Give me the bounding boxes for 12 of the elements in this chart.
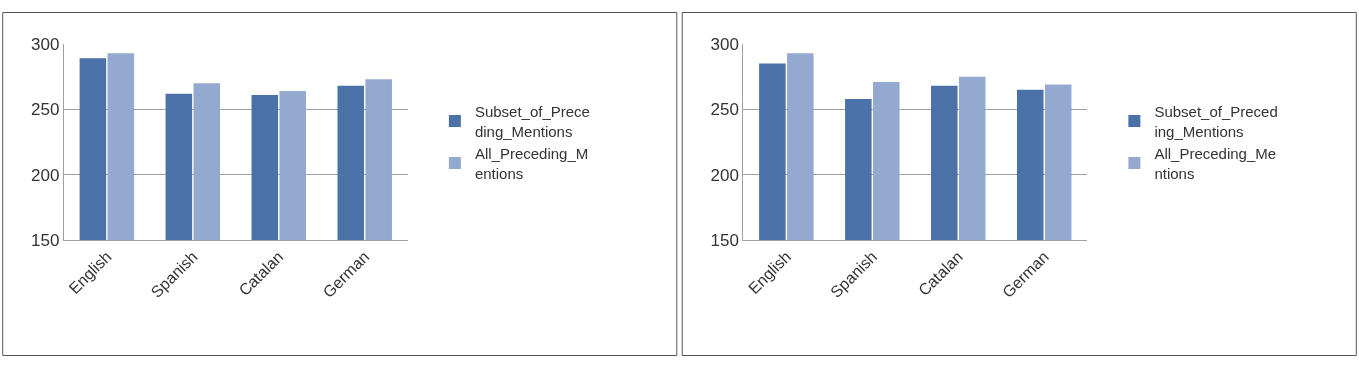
legend-label: All_Preceding_Mentions	[474, 145, 589, 182]
legend-label: All_Preceding_Mentions	[1154, 145, 1277, 182]
legend-label: Subset_of_Preceding_Mentions	[1154, 103, 1278, 140]
y-tick-label: 150	[710, 230, 739, 250]
y-tick-label: 200	[31, 165, 60, 185]
y-tick-label: 200	[710, 165, 739, 185]
y-tick-label: 300	[31, 34, 60, 54]
y-tick-label: 300	[710, 34, 739, 54]
y-tick-label: 250	[31, 100, 60, 120]
legend-label: Subset_of_Preceding_Mentions	[474, 103, 590, 140]
y-tick-label: 250	[710, 100, 739, 120]
y-tick-label: 150	[31, 230, 60, 250]
